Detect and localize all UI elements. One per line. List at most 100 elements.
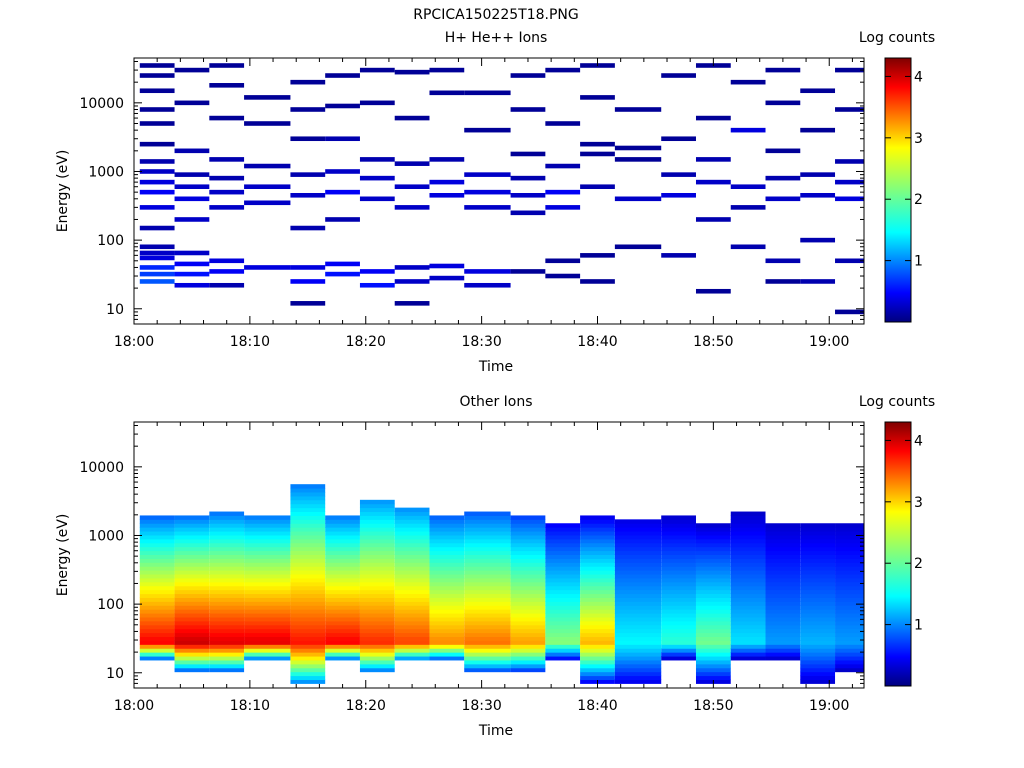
heatmap-cell [174, 566, 210, 571]
heatmap-cell [835, 538, 864, 544]
heatmap-cell [174, 250, 210, 256]
heatmap-cell [661, 558, 696, 563]
heatmap-cell [359, 531, 395, 536]
heatmap-cell [510, 538, 546, 544]
heatmap-cell [835, 656, 864, 661]
heatmap-cell [545, 523, 581, 528]
heatmap-cell [139, 515, 175, 520]
heatmap-cell [290, 550, 326, 556]
heatmap-cell [580, 523, 615, 528]
heatmap-cell [464, 589, 511, 595]
heatmap-cell [139, 225, 175, 231]
heatmap-cell [429, 531, 465, 536]
heatmap-cell [510, 534, 546, 540]
colorbar-tick-label: 2 [914, 192, 923, 208]
heatmap-cell [545, 534, 581, 540]
heatmap-cell [394, 570, 430, 575]
heatmap-cell [580, 605, 615, 610]
heatmap-cell [290, 503, 326, 509]
heatmap-cell [290, 531, 326, 536]
heatmap-cell [139, 265, 175, 270]
panel-2-axes: 18:00 18:10 18:20 18:30 18:40 18:50 19:00 10 100… [79, 422, 864, 714]
heatmap-cell [244, 566, 291, 571]
heatmap-cell [695, 566, 731, 571]
figure-title: RPCICA150225T18.PNG [413, 7, 578, 23]
heatmap-cell [730, 542, 766, 548]
heatmap-cell [464, 534, 511, 540]
heatmap-cell [800, 671, 836, 677]
heatmap-cell [545, 656, 581, 661]
heatmap-cell [174, 648, 210, 653]
heatmap-cell [695, 554, 731, 559]
heatmap-cell [545, 554, 581, 559]
heatmap-cell [394, 574, 430, 579]
heatmap-cell [139, 652, 175, 657]
heatmap-cell [730, 546, 766, 552]
heatmap-cell [290, 616, 326, 622]
heatmap-cell [695, 640, 731, 645]
heatmap-cell [244, 640, 291, 645]
heatmap-cell [695, 562, 731, 567]
heatmap-cell [139, 570, 175, 575]
heatmap-cell [139, 628, 175, 634]
heatmap-cell [730, 558, 766, 563]
heatmap-cell [730, 566, 766, 571]
heatmap-cell [730, 554, 766, 559]
heatmap-cell [464, 269, 511, 274]
heatmap-cell [325, 570, 360, 575]
heatmap-cell [695, 663, 731, 669]
heatmap-cell [614, 562, 662, 567]
heatmap-cell [835, 179, 864, 185]
heatmap-cell [139, 250, 175, 256]
x-tick-label: 19:00 [809, 334, 849, 350]
heatmap-cell [139, 519, 175, 524]
heatmap-cell [209, 523, 245, 528]
heatmap-cell [174, 652, 210, 657]
heatmap-cell [835, 542, 864, 548]
heatmap-cell [661, 620, 696, 626]
heatmap-cell [765, 632, 801, 638]
panel-2-colorbar-label: Log counts [859, 394, 935, 410]
heatmap-cell [765, 67, 801, 73]
heatmap-cell [800, 640, 836, 645]
heatmap-cell [174, 640, 210, 645]
heatmap-cell [614, 644, 662, 649]
heatmap-cell [800, 585, 836, 591]
heatmap-cell [835, 589, 864, 595]
heatmap-cell [429, 570, 465, 575]
heatmap-cell [730, 636, 766, 641]
heatmap-cell [464, 628, 511, 634]
heatmap-cell [325, 534, 360, 540]
heatmap-cell [614, 107, 662, 112]
heatmap-cell [209, 636, 245, 641]
heatmap-cell [545, 546, 581, 552]
heatmap-cell [139, 648, 175, 653]
heatmap-cell [139, 279, 175, 284]
heatmap-cell [209, 531, 245, 536]
heatmap-cell [325, 652, 360, 657]
heatmap-cell [429, 554, 465, 559]
heatmap-cell [800, 609, 836, 614]
heatmap-cell [139, 141, 175, 147]
heatmap-cell [174, 271, 210, 277]
heatmap-cell [545, 570, 581, 575]
y-tick-label: 10 [106, 302, 124, 318]
heatmap-cell [325, 593, 360, 598]
colorbar-tick-label: 1 [914, 618, 923, 634]
heatmap-cell [765, 597, 801, 602]
heatmap-cell [429, 179, 465, 185]
heatmap-cell [580, 570, 615, 575]
heatmap-cell [800, 605, 836, 610]
heatmap-cell [835, 585, 864, 591]
heatmap-cell [325, 589, 360, 595]
heatmap-cell [174, 601, 210, 606]
heatmap-cell [614, 570, 662, 575]
heatmap-cell [429, 534, 465, 540]
heatmap-cell [545, 258, 581, 264]
heatmap-cell [174, 620, 210, 626]
heatmap-cell [765, 613, 801, 618]
heatmap-cell [695, 609, 731, 614]
heatmap-cell [325, 73, 360, 78]
heatmap-cell [510, 554, 546, 559]
heatmap-cell [325, 640, 360, 645]
